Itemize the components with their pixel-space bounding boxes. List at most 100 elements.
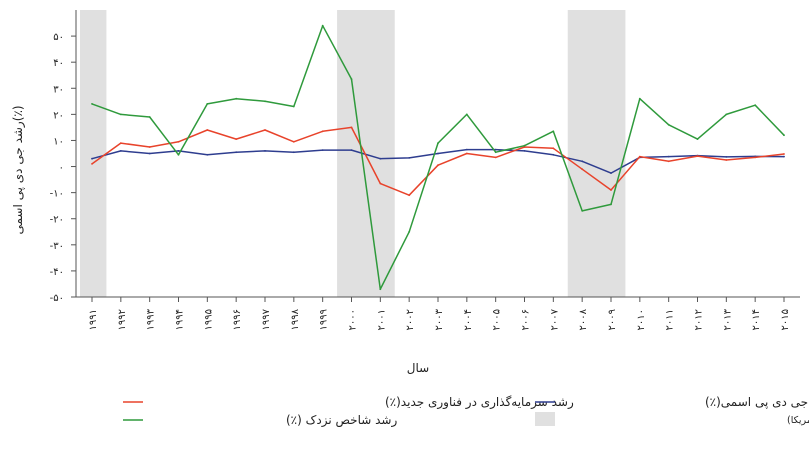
series-1-point: [725, 159, 728, 161]
series-line-2: [91, 24, 785, 290]
recession-band-0: [80, 10, 107, 297]
x-tick-label: ۲۰۰۲: [405, 309, 416, 330]
series-0-point: [119, 150, 122, 152]
legend-label-gdp: رشد جی دی پی اسمی(٪): [705, 395, 809, 410]
series-0-point: [379, 157, 382, 160]
series-0-point: [321, 149, 324, 152]
x-tick-label: ۲۰۰۹: [607, 309, 618, 330]
x-tick-label: ۲۰۰۸: [578, 308, 589, 330]
series-0-point: [581, 160, 584, 163]
series-1-point: [408, 194, 411, 197]
series-0-point: [610, 172, 612, 175]
series-2-point: [177, 153, 180, 156]
x-tick-label: ۱۹۹۵: [203, 309, 214, 330]
series-2-point: [148, 116, 151, 118]
recession-band-2: [567, 10, 626, 297]
series-1-point: [148, 146, 151, 148]
y-tick-label: ۰: [59, 163, 64, 174]
axes: [71, 10, 800, 302]
series-1-point: [235, 138, 238, 141]
x-tick-label: ۱۹۹۷: [261, 308, 272, 330]
series-2-point: [725, 113, 728, 116]
series-1-point: [667, 160, 670, 163]
series-1-point: [754, 156, 757, 159]
x-tick-labels: ۱۹۹۱ ۱۹۹۲ ۱۹۹۳ ۱۹۹۴ ۱۹۹۵ ۱۹۹۶ ۱۹۹۷ ۱۹۹۸ ۱۹۹۹ ۲۰۰۰…: [88, 308, 791, 330]
x-tick-label: ۱۹۹۳: [146, 308, 157, 330]
legend-label-recession: سالهای رکود (از اداره ملی تحقیقات اقتصاد…: [787, 413, 809, 426]
series-2-point: [321, 24, 324, 27]
series-1-point: [264, 129, 266, 131]
recession-band-1: [337, 10, 395, 297]
y-tick-label: ۵۰: [53, 32, 64, 43]
series-1-point: [321, 130, 324, 133]
series-2-point: [783, 134, 785, 137]
series-0-point: [91, 157, 93, 160]
x-tick-label: ۲۰۰۴: [463, 309, 474, 330]
series-2-point: [119, 113, 122, 116]
y-tick-labels: ۵۰ ۴۰ ۳۰ ۲۰ ۱۰ ۰ -۱۰ -۲۰ -۳۰ -۴۰ -۵۰: [50, 32, 64, 304]
series-0-point: [408, 157, 411, 159]
series-2-point: [379, 288, 382, 291]
y-tick-label: ۱۰: [53, 136, 64, 147]
series-2-point: [638, 97, 641, 100]
y-axis-label: رشد جی دی پی اسمی(٪): [11, 105, 26, 234]
legend-label-investment: رشد سرمایه‌گذاری در فناوری جدید(٪): [385, 395, 574, 410]
y-tick-label: -۲۰: [50, 215, 64, 226]
series-2-point: [206, 103, 209, 105]
y-tick-label: -۵۰: [50, 293, 64, 304]
x-tick-label: ۲۰۰۱: [376, 309, 387, 330]
legend-label-nasdaq: رشد شاخص نزدک (٪): [286, 413, 397, 428]
series-1-point: [581, 168, 584, 171]
x-tick-label: ۲۰۰۵: [492, 309, 503, 330]
x-tick-label: ۲۰۰۰: [348, 309, 359, 330]
x-tick-label: ۱۹۹۶: [232, 309, 243, 330]
series-1-point: [292, 140, 295, 143]
x-tick-label: ۲۰۱۴: [751, 309, 762, 330]
series-0-point: [725, 156, 728, 158]
x-tick-label: ۱۹۹۹: [319, 309, 330, 330]
x-tick-label: ۱۹۹۱: [88, 309, 99, 330]
series-1-point: [494, 156, 497, 159]
series-1-point: [638, 155, 641, 158]
series-1-point: [610, 189, 612, 191]
y-tick-label: ۴۰: [53, 58, 64, 69]
x-axis-label: سال: [407, 361, 429, 375]
series-2-point: [581, 210, 584, 212]
series-1-point: [465, 152, 468, 155]
y-tick-label: -۱۰: [50, 189, 64, 200]
x-tick-label: ۲۰۱۵: [780, 309, 791, 330]
series-1-point: [552, 147, 555, 150]
x-tick-label: ۲۰۱۱: [665, 309, 676, 330]
recession-bands: [80, 10, 626, 297]
series-1-point: [783, 153, 785, 155]
series-1-point: [91, 163, 93, 165]
series-line-1: [91, 126, 785, 196]
series-2-point: [408, 230, 411, 233]
series-2-point: [696, 138, 699, 141]
series-2-point: [235, 97, 238, 100]
series-0-point: [465, 148, 468, 151]
y-tick-label: -۴۰: [50, 267, 64, 278]
series-2-point: [465, 113, 468, 116]
y-tick-label: ۲۰: [53, 110, 64, 121]
series-1-point: [119, 142, 122, 145]
series-1-point: [177, 140, 180, 143]
series-2-point: [264, 100, 266, 103]
series-0-point: [148, 152, 151, 155]
x-tick-label: ۲۰۰۳: [434, 308, 445, 330]
series-2-point: [610, 203, 612, 206]
series-1-point: [206, 129, 209, 131]
series-0-point: [783, 155, 785, 158]
series-2-point: [754, 104, 757, 107]
series-lines: [91, 24, 785, 291]
y-tick-label: ۳۰: [53, 84, 64, 95]
x-tick-label: ۲۰۰۶: [521, 309, 532, 330]
series-0-point: [350, 149, 353, 152]
series-2-point: [437, 142, 439, 145]
series-0-point: [177, 150, 180, 152]
series-2-point: [552, 130, 555, 133]
x-tick-label: ۱۹۹۲: [117, 309, 128, 330]
series-0-point: [523, 150, 526, 152]
series-2-point: [523, 144, 526, 147]
legend-swatch-recession: [535, 412, 555, 426]
